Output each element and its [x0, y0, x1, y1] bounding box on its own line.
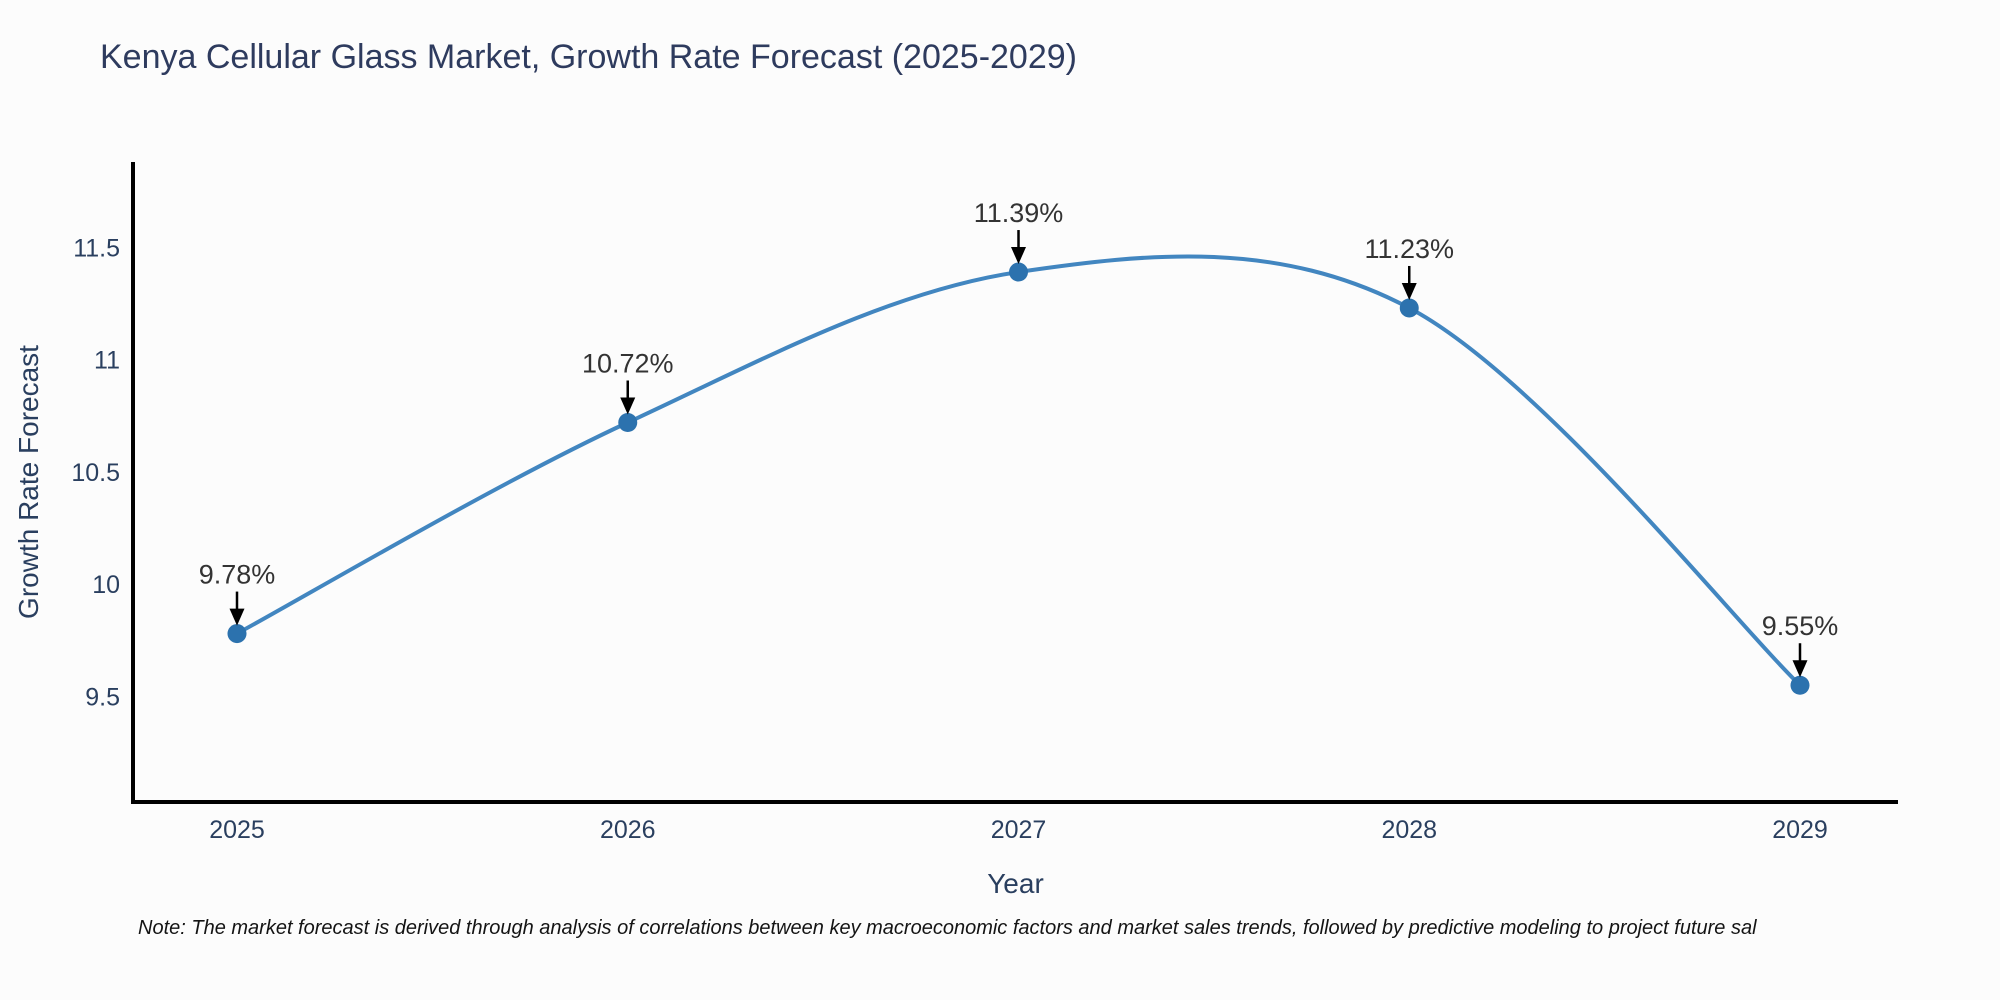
- data-point-2029[interactable]: [1790, 675, 1810, 695]
- annotation-arrowhead: [229, 608, 245, 626]
- x-tick-label: 2025: [209, 816, 265, 844]
- y-tick-label: 11: [94, 347, 120, 375]
- annotation-arrowhead: [1792, 660, 1808, 678]
- data-point-2027[interactable]: [1009, 262, 1028, 282]
- x-tick-label: 2027: [991, 816, 1047, 844]
- data-point-2026[interactable]: [618, 412, 638, 432]
- x-axis-title: Year: [987, 868, 1044, 899]
- y-axis-title: Growth Rate Forecast: [13, 345, 44, 619]
- annotation-arrowhead: [1011, 247, 1026, 265]
- data-point-label: 10.72%: [582, 348, 674, 378]
- data-point-label: 11.23%: [1364, 234, 1454, 264]
- data-point-label: 11.39%: [974, 198, 1064, 228]
- y-tick-label: 11.5: [73, 234, 120, 262]
- axis-spines: [131, 162, 1898, 804]
- x-tick-label: 2026: [600, 816, 656, 844]
- y-tick-label: 10: [92, 571, 120, 599]
- data-point-2025[interactable]: [227, 624, 247, 644]
- annotation-arrowhead: [620, 397, 636, 415]
- x-tick-label: 2028: [1381, 816, 1437, 844]
- x-tick-label: 2029: [1772, 816, 1828, 844]
- data-point-2028[interactable]: [1399, 298, 1419, 318]
- y-tick-label: 10.5: [71, 459, 120, 487]
- y-tick-label: 9.5: [85, 683, 120, 711]
- data-point-label: 9.55%: [1762, 611, 1839, 641]
- chart-title: Kenya Cellular Glass Market, Growth Rate…: [100, 38, 1077, 76]
- footnote: Note: The market forecast is derived thr…: [138, 917, 1757, 939]
- data-point-label: 9.78%: [199, 560, 276, 590]
- annotation-arrowhead: [1401, 282, 1417, 300]
- trend-line: [235, 254, 1802, 688]
